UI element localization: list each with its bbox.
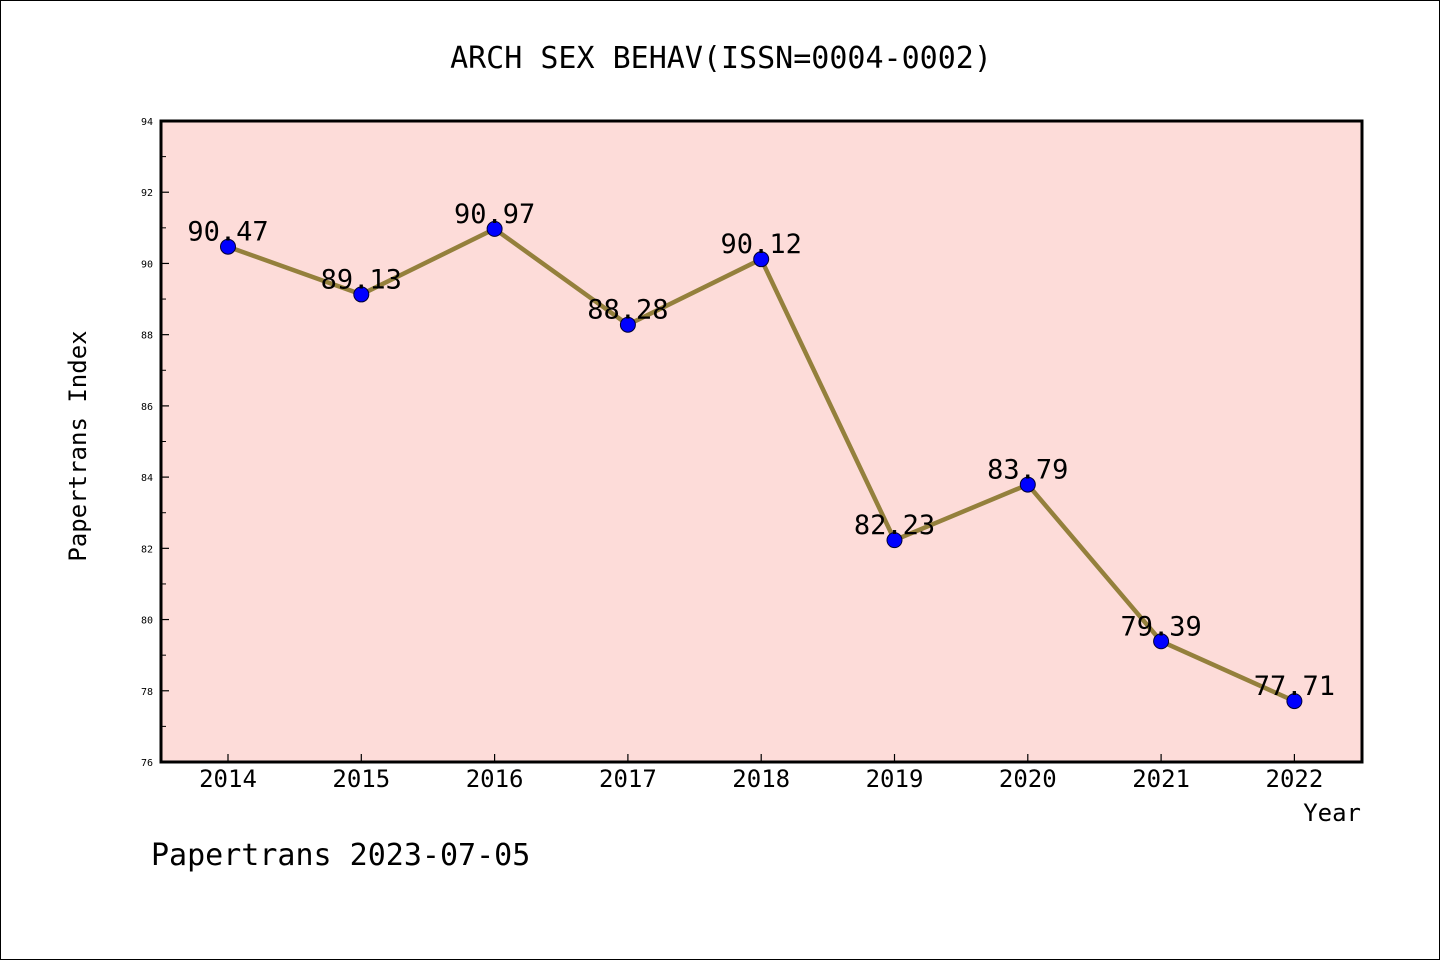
data-label: 89.13 [321,264,402,295]
x-tick-label: 2015 [332,765,390,793]
x-tick-label: 2018 [732,765,790,793]
x-tick-label: 2014 [199,765,257,793]
x-tick-label: 2022 [1266,765,1324,793]
data-label: 79.39 [1120,611,1201,642]
y-tick-label: 80 [141,616,153,627]
x-tick-label: 2020 [999,765,1057,793]
y-tick-label: 94 [141,117,153,128]
x-axis-label: Year [1303,799,1361,827]
y-tick-label: 92 [141,188,153,199]
y-tick-label: 90 [141,259,153,270]
y-tick-label: 76 [141,758,153,769]
data-point [619,316,636,333]
data-label: 88.28 [587,295,668,326]
y-tick-label: 86 [141,402,153,413]
x-tick-label: 2019 [866,765,924,793]
x-tick-label: 2016 [466,765,524,793]
data-point [486,220,503,237]
data-label: 82.23 [854,510,935,541]
y-tick-label: 78 [141,687,153,698]
y-tick-label: 82 [141,544,153,555]
x-axis: 2014 2015 2016 2017 2018 2019 2020 2021 2022 [199,754,1323,793]
data-point [886,532,903,549]
y-axis-label: Papertrans Index [64,330,92,561]
data-label: 90.47 [187,217,268,248]
y-tick-label: 88 [141,331,153,342]
x-tick-label: 2021 [1132,765,1190,793]
plot-area [159,119,1364,764]
data-point [753,251,770,268]
data-label: 77.71 [1254,671,1335,702]
data-point [1019,476,1036,493]
data-point [1286,693,1303,710]
y-tick-label: 84 [141,473,153,484]
chart-title: ARCH SEX BEHAV(ISSN=0004-0002) [450,41,992,76]
data-point [220,238,236,255]
footer-text: Papertrans 2023-07-05 [151,838,530,873]
series-line-group: 90.47 89.13 90.97 88.28 90.12 82.23 83.79 79.39… [187,199,1335,710]
data-label: 90.97 [454,199,535,230]
data-label: 83.79 [987,455,1068,486]
x-tick-label: 2017 [599,765,657,793]
data-point [1153,633,1170,650]
y-axis: 76 78 80 82 84 86 88 90 92 94 [141,117,169,769]
data-label: 90.12 [721,229,802,260]
data-point [353,286,370,303]
